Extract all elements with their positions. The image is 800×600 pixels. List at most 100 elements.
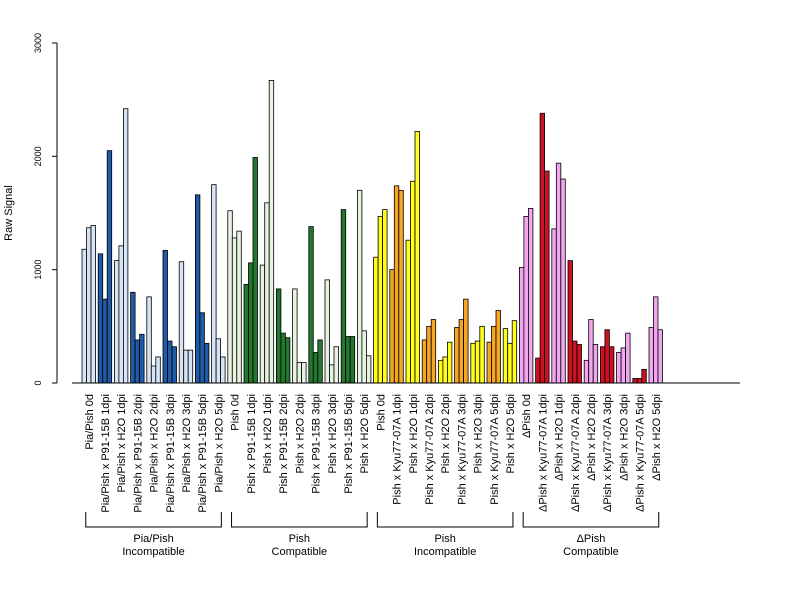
bar	[231, 237, 238, 384]
bar	[199, 312, 205, 384]
bar	[421, 339, 428, 384]
category-label: Pish x H2O 3dpi	[473, 394, 485, 473]
bar	[171, 346, 177, 384]
bar	[528, 208, 534, 384]
bar	[106, 150, 113, 384]
category-label: Pia/Pish 0d	[84, 394, 96, 450]
category-label: Pish x P91-15B 3dpi	[311, 394, 323, 494]
category-label: Pia/Pish x P91-15B 3dpi	[165, 394, 177, 513]
bar	[329, 364, 335, 384]
category-label: Pish x Kyu77-07A 5dpi	[489, 394, 501, 505]
bar	[535, 357, 541, 384]
bar	[167, 340, 173, 384]
group-bracket	[231, 512, 368, 528]
bar	[539, 112, 545, 384]
bar	[155, 356, 161, 384]
bar	[340, 209, 347, 384]
bar	[604, 329, 610, 384]
bar	[398, 189, 404, 384]
group-label-line1: Pish	[434, 533, 455, 545]
bar	[437, 359, 444, 384]
bar	[150, 365, 157, 384]
bar	[118, 245, 124, 384]
category-label: Pish x H2O 1dpi	[262, 394, 274, 473]
bar	[284, 337, 291, 384]
bar	[292, 288, 298, 384]
category-label: ΔPish x H2O 3dpi	[618, 394, 630, 481]
group-label-line2: Incompatible	[122, 546, 184, 558]
bar	[81, 248, 87, 384]
bar	[414, 130, 420, 384]
bar	[308, 226, 314, 384]
y-tick-label: 2000	[33, 146, 43, 166]
bar	[86, 227, 92, 384]
bar	[324, 279, 330, 384]
category-label: Pish x H2O 3dpi	[327, 394, 339, 473]
category-label: ΔPish x Kyu77-07A 5dpi	[635, 394, 647, 512]
y-tick-label: 0	[33, 380, 43, 385]
bar	[248, 262, 254, 384]
category-label: Pia/Pish x H2O 2dpi	[149, 394, 161, 492]
category-labels: Pia/Pish 0d Pia/Pish x P91-15B 1dpi Pia/Pi…	[84, 394, 663, 513]
bar	[361, 330, 367, 384]
bar	[442, 356, 448, 384]
bar	[486, 341, 492, 384]
bar	[317, 339, 323, 384]
bar	[641, 368, 647, 384]
category-label: Pia/Pish x H2O 3dpi	[181, 394, 193, 492]
bar	[227, 210, 233, 384]
bar	[600, 346, 606, 384]
category-label: Pia/Pish x P91-15B 5dpi	[197, 394, 209, 513]
category-label: Pia/Pish x P91-15B 2dpi	[132, 394, 144, 513]
bar	[97, 253, 104, 384]
bar	[657, 329, 663, 384]
bar	[102, 298, 108, 384]
bar	[410, 180, 416, 384]
category-label: Pish x Kyu77-07A 1dpi	[392, 394, 404, 505]
bar	[296, 362, 303, 384]
bar	[275, 288, 282, 384]
category-label: ΔPish x H2O 5dpi	[651, 394, 663, 481]
bar	[572, 340, 578, 384]
category-label: Pish x P91-15B 1dpi	[246, 394, 258, 494]
bar	[454, 327, 460, 384]
bar	[588, 319, 594, 384]
bar	[474, 340, 481, 384]
bar	[567, 260, 573, 384]
bar	[393, 185, 400, 384]
category-label: ΔPish x H2O 2dpi	[586, 394, 598, 481]
bar	[495, 310, 501, 384]
bar	[544, 170, 550, 384]
bar	[648, 327, 654, 384]
bar	[653, 296, 659, 384]
bar	[511, 320, 518, 384]
category-label: Pia/Pish x H2O 5dpi	[213, 394, 225, 492]
bar	[458, 319, 465, 384]
category-label: Pish x Kyu77-07A 3dpi	[456, 394, 468, 505]
bar	[215, 338, 222, 384]
category-label: Pish x H2O 2dpi	[440, 394, 452, 473]
bar	[162, 249, 168, 384]
group-bracket	[522, 512, 660, 528]
bar	[178, 261, 185, 384]
category-label: ΔPish x H2O 1dpi	[554, 394, 566, 481]
bar	[551, 228, 557, 384]
bar	[491, 325, 497, 384]
bar	[356, 189, 363, 384]
group-label-line2: Compatible	[272, 546, 328, 558]
bar	[123, 108, 129, 384]
bar	[211, 184, 217, 384]
bar	[560, 178, 566, 384]
bar	[373, 256, 379, 384]
group-label-line1: Pish	[289, 533, 310, 545]
bar	[183, 349, 189, 384]
group-label-line2: Compatible	[563, 546, 619, 558]
bar	[365, 355, 372, 384]
bar	[382, 209, 388, 384]
bar	[114, 260, 120, 384]
bar	[236, 230, 242, 384]
bar	[470, 342, 476, 384]
bar	[609, 346, 615, 384]
category-label: Pish x Kyu77-07A 2dpi	[424, 394, 436, 505]
